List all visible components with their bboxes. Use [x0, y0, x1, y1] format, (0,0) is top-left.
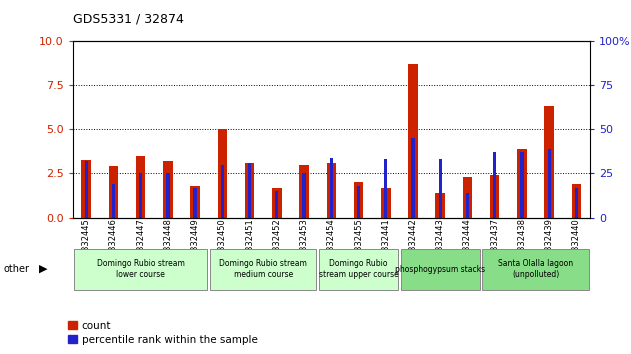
- Bar: [302, 173, 305, 218]
- Text: GSM832455: GSM832455: [354, 218, 363, 269]
- Bar: [248, 163, 251, 218]
- Bar: [166, 173, 170, 218]
- FancyBboxPatch shape: [210, 249, 316, 290]
- Text: Santa Olalla lagoon
(unpolluted): Santa Olalla lagoon (unpolluted): [498, 259, 573, 279]
- Bar: [411, 138, 415, 218]
- Bar: [381, 188, 391, 218]
- Bar: [136, 156, 145, 218]
- Bar: [112, 184, 115, 218]
- Text: GSM832438: GSM832438: [517, 218, 526, 269]
- Bar: [466, 193, 469, 218]
- Text: GSM832439: GSM832439: [545, 218, 553, 269]
- Bar: [163, 161, 173, 218]
- Text: GSM832452: GSM832452: [273, 218, 281, 269]
- Bar: [493, 152, 497, 218]
- Text: GSM832449: GSM832449: [191, 218, 199, 269]
- Bar: [275, 191, 278, 218]
- Bar: [575, 188, 578, 218]
- Bar: [326, 163, 336, 218]
- Text: GSM832442: GSM832442: [408, 218, 418, 269]
- Text: Domingo Rubio stream
medium course: Domingo Rubio stream medium course: [219, 259, 307, 279]
- Bar: [81, 160, 91, 218]
- Bar: [299, 165, 309, 218]
- Text: GSM832454: GSM832454: [327, 218, 336, 269]
- Text: GSM832446: GSM832446: [109, 218, 118, 269]
- Text: other: other: [3, 264, 29, 274]
- Bar: [85, 161, 88, 218]
- Text: GSM832450: GSM832450: [218, 218, 227, 269]
- Bar: [439, 159, 442, 218]
- Text: GDS5331 / 32874: GDS5331 / 32874: [73, 12, 184, 25]
- Text: GSM832451: GSM832451: [245, 218, 254, 269]
- Text: Domingo Rubio stream
lower course: Domingo Rubio stream lower course: [97, 259, 185, 279]
- Text: Domingo Rubio
stream upper course: Domingo Rubio stream upper course: [319, 259, 398, 279]
- Bar: [435, 193, 445, 218]
- Bar: [548, 149, 551, 218]
- Text: ▶: ▶: [39, 264, 47, 274]
- FancyBboxPatch shape: [319, 249, 398, 290]
- Bar: [545, 106, 554, 218]
- Bar: [517, 149, 527, 218]
- Text: GSM832447: GSM832447: [136, 218, 145, 269]
- Bar: [329, 158, 333, 218]
- Bar: [384, 159, 387, 218]
- Bar: [408, 64, 418, 218]
- Bar: [354, 182, 363, 218]
- Bar: [572, 184, 581, 218]
- Bar: [272, 188, 281, 218]
- Bar: [221, 165, 224, 218]
- Bar: [463, 177, 472, 218]
- Bar: [109, 166, 118, 218]
- Bar: [521, 152, 524, 218]
- Bar: [245, 163, 254, 218]
- Text: GSM832437: GSM832437: [490, 218, 499, 269]
- Bar: [218, 129, 227, 218]
- Bar: [357, 186, 360, 218]
- Text: GSM832441: GSM832441: [381, 218, 390, 269]
- Bar: [191, 186, 200, 218]
- Bar: [490, 175, 500, 218]
- Bar: [194, 188, 197, 218]
- FancyBboxPatch shape: [483, 249, 589, 290]
- FancyBboxPatch shape: [74, 249, 208, 290]
- Text: GSM832443: GSM832443: [436, 218, 445, 269]
- Text: GSM832453: GSM832453: [300, 218, 309, 269]
- Text: GSM832445: GSM832445: [81, 218, 91, 269]
- Text: phosphogypsum stacks: phosphogypsum stacks: [395, 265, 485, 274]
- Text: GSM832448: GSM832448: [163, 218, 172, 269]
- FancyBboxPatch shape: [401, 249, 480, 290]
- Bar: [139, 173, 142, 218]
- Legend: count, percentile rank within the sample: count, percentile rank within the sample: [68, 321, 257, 345]
- Text: GSM832440: GSM832440: [572, 218, 581, 269]
- Text: GSM832444: GSM832444: [463, 218, 472, 269]
